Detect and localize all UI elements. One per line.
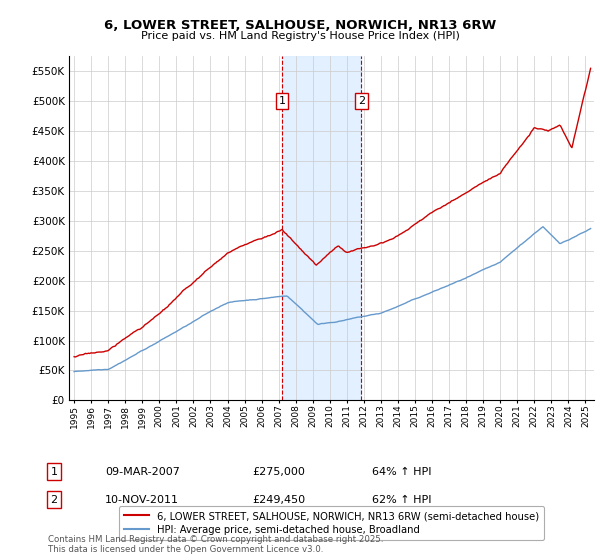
Text: 6, LOWER STREET, SALHOUSE, NORWICH, NR13 6RW: 6, LOWER STREET, SALHOUSE, NORWICH, NR13… <box>104 18 496 32</box>
Text: 1: 1 <box>50 466 58 477</box>
Text: £249,450: £249,450 <box>252 494 305 505</box>
Text: 64% ↑ HPI: 64% ↑ HPI <box>372 466 431 477</box>
Text: 09-MAR-2007: 09-MAR-2007 <box>105 466 180 477</box>
Text: 1: 1 <box>278 96 286 106</box>
Text: 62% ↑ HPI: 62% ↑ HPI <box>372 494 431 505</box>
Text: Price paid vs. HM Land Registry's House Price Index (HPI): Price paid vs. HM Land Registry's House … <box>140 31 460 41</box>
Legend: 6, LOWER STREET, SALHOUSE, NORWICH, NR13 6RW (semi-detached house), HPI: Average: 6, LOWER STREET, SALHOUSE, NORWICH, NR13… <box>119 506 544 540</box>
Text: 10-NOV-2011: 10-NOV-2011 <box>105 494 179 505</box>
Bar <box>282 56 361 400</box>
Text: Contains HM Land Registry data © Crown copyright and database right 2025.
This d: Contains HM Land Registry data © Crown c… <box>48 535 383 554</box>
Text: £275,000: £275,000 <box>252 466 305 477</box>
Text: 2: 2 <box>358 96 365 106</box>
Text: 2: 2 <box>50 494 58 505</box>
